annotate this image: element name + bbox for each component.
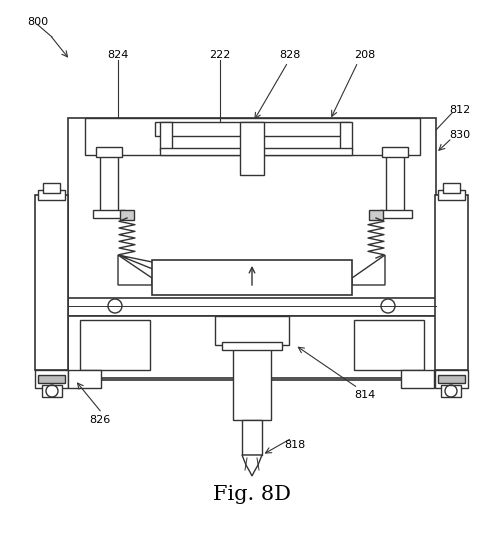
Text: 222: 222 [209,50,231,60]
Bar [85,118,420,155]
Text: Fig. 8D: Fig. 8D [213,485,291,505]
Bar [233,345,271,420]
Text: 828: 828 [279,50,301,60]
Bar [35,370,68,388]
Bar [155,122,350,136]
Text: 812: 812 [450,105,471,115]
Bar [80,320,150,370]
Bar [354,320,424,370]
Bar [386,150,404,215]
Bar [68,370,101,388]
Bar [382,147,408,157]
Bar [435,370,468,388]
Bar [435,195,468,370]
Bar [443,183,460,193]
Bar [38,375,65,383]
Polygon shape [118,255,230,285]
Text: 814: 814 [354,390,375,400]
Text: 818: 818 [284,440,305,450]
Bar [160,148,352,155]
Text: 800: 800 [27,17,48,27]
Bar [240,122,264,175]
Bar [380,210,412,218]
Bar [340,122,352,150]
Bar [93,210,125,218]
Bar [160,122,172,150]
Bar [68,118,436,380]
Bar [100,150,118,215]
Bar [68,316,436,378]
Bar [152,260,352,295]
Text: 830: 830 [450,130,471,140]
Bar [35,195,68,370]
Bar [215,316,289,345]
Polygon shape [352,255,385,285]
Bar [438,375,465,383]
Bar [120,210,134,220]
Bar [42,385,62,397]
Text: 824: 824 [107,50,129,60]
Bar [96,147,122,157]
Bar [242,420,262,455]
Bar [369,210,383,220]
Bar [222,342,282,350]
Bar [43,183,60,193]
Bar [401,370,434,388]
Bar [438,190,465,200]
Bar [441,385,461,397]
Polygon shape [242,455,262,476]
Bar [38,190,65,200]
Polygon shape [118,255,152,285]
Text: 826: 826 [89,415,110,425]
Text: 208: 208 [354,50,375,60]
Bar [68,298,436,316]
